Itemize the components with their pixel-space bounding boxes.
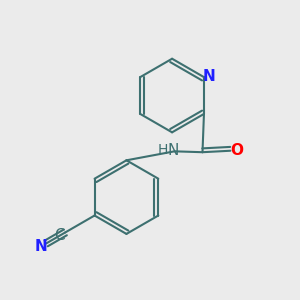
Text: N: N — [34, 239, 47, 254]
Text: O: O — [230, 142, 243, 158]
Text: N: N — [202, 69, 215, 84]
Text: N: N — [167, 142, 179, 158]
Text: C: C — [54, 228, 65, 243]
Text: H: H — [158, 142, 168, 157]
